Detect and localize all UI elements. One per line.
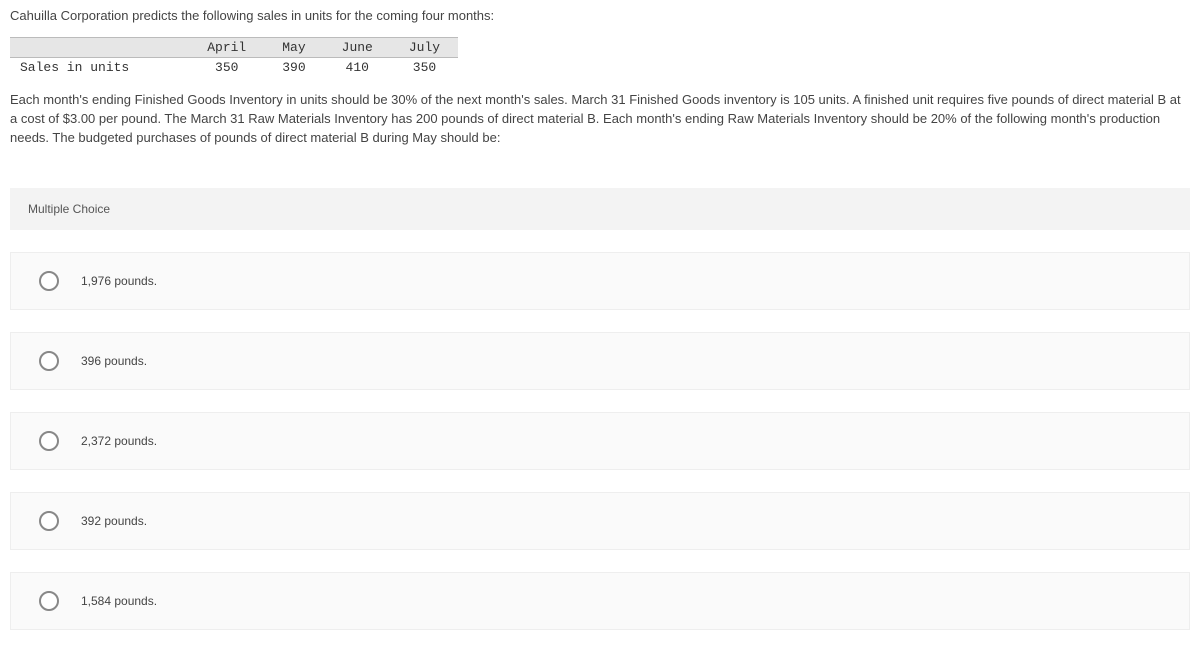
option-4[interactable]: 392 pounds. xyxy=(10,492,1190,550)
option-label: 1,584 pounds. xyxy=(81,594,157,608)
multiple-choice-header: Multiple Choice xyxy=(10,188,1190,230)
cell-july: 350 xyxy=(391,58,458,78)
option-5[interactable]: 1,584 pounds. xyxy=(10,572,1190,630)
question-intro: Cahuilla Corporation predicts the follow… xyxy=(10,8,1190,23)
radio-icon[interactable] xyxy=(39,351,59,371)
row-label-sales: Sales in units xyxy=(10,58,189,78)
option-label: 396 pounds. xyxy=(81,354,147,368)
col-header-may: May xyxy=(264,38,323,58)
table-header-blank xyxy=(10,38,189,58)
radio-icon[interactable] xyxy=(39,271,59,291)
cell-may: 390 xyxy=(264,58,323,78)
option-label: 1,976 pounds. xyxy=(81,274,157,288)
radio-icon[interactable] xyxy=(39,591,59,611)
col-header-april: April xyxy=(189,38,264,58)
sales-table: April May June July Sales in units 350 3… xyxy=(10,37,458,77)
option-3[interactable]: 2,372 pounds. xyxy=(10,412,1190,470)
cell-april: 350 xyxy=(189,58,264,78)
table-row: Sales in units 350 390 410 350 xyxy=(10,58,458,78)
option-label: 392 pounds. xyxy=(81,514,147,528)
col-header-june: June xyxy=(324,38,391,58)
option-2[interactable]: 396 pounds. xyxy=(10,332,1190,390)
option-1[interactable]: 1,976 pounds. xyxy=(10,252,1190,310)
cell-june: 410 xyxy=(324,58,391,78)
radio-icon[interactable] xyxy=(39,511,59,531)
radio-icon[interactable] xyxy=(39,431,59,451)
question-description: Each month's ending Finished Goods Inven… xyxy=(10,91,1190,148)
option-label: 2,372 pounds. xyxy=(81,434,157,448)
col-header-july: July xyxy=(391,38,458,58)
